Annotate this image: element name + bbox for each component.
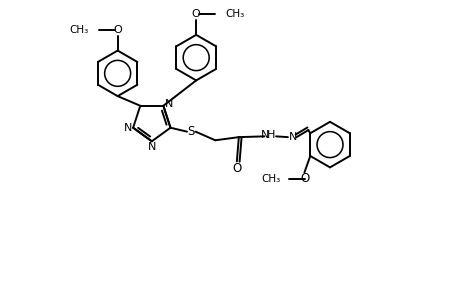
Text: N: N	[289, 132, 297, 142]
Text: O: O	[192, 9, 200, 20]
Text: CH₃: CH₃	[226, 9, 245, 20]
Text: O: O	[233, 162, 242, 175]
Text: H: H	[267, 130, 275, 140]
Text: S: S	[187, 125, 195, 138]
Text: CH₃: CH₃	[69, 25, 88, 35]
Text: N: N	[165, 99, 173, 109]
Text: O: O	[300, 172, 310, 185]
Text: N: N	[123, 123, 132, 133]
Text: N: N	[262, 130, 270, 140]
Text: O: O	[113, 25, 122, 35]
Text: CH₃: CH₃	[261, 174, 281, 184]
Text: N: N	[148, 142, 156, 152]
